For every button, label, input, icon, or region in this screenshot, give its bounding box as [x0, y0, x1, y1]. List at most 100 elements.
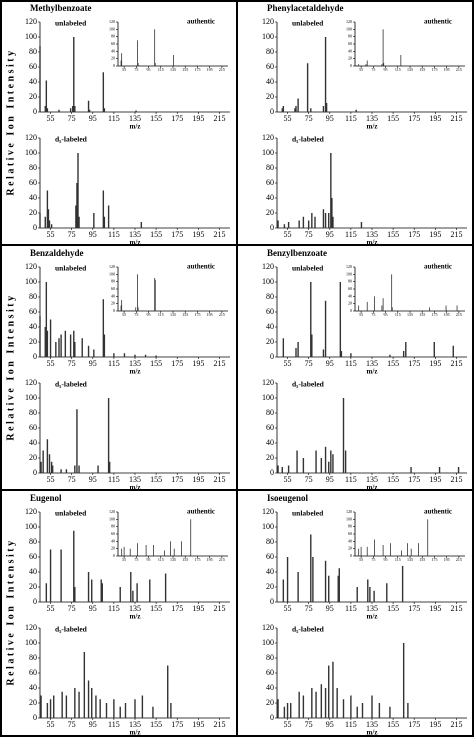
peak [315, 450, 317, 473]
x-tick-label: 55 [284, 604, 292, 613]
panel-title: Benzaldehyde [30, 248, 84, 258]
x-axis-label: m/z [130, 729, 141, 737]
y-tick-label: 60 [266, 423, 274, 432]
y-tick-label: 120 [346, 264, 352, 269]
x-tick-label: 75 [305, 604, 313, 613]
y-axis-label: Relative Ion Intensity [5, 538, 16, 685]
y-tick-label: 80 [266, 163, 274, 172]
x-tick-label: 115 [345, 475, 357, 484]
y-tick-label: 20 [29, 453, 37, 462]
peak [190, 519, 192, 556]
x-tick-label: 55 [47, 604, 55, 613]
y-tick-label: 120 [25, 133, 37, 142]
peak [371, 695, 373, 718]
x-tick-label: 155 [387, 720, 399, 729]
x-tick-label: 95 [89, 475, 97, 484]
y-tick-label: 80 [266, 408, 274, 417]
y-tick-label: 0 [33, 352, 37, 361]
x-tick-label: 175 [171, 604, 183, 613]
peak [173, 55, 175, 66]
x-tick-label: 75 [371, 67, 375, 72]
y-tick-label: 0 [33, 597, 37, 606]
y-tick-label: 100 [346, 516, 352, 521]
y-tick-label: 40 [266, 322, 274, 331]
peak [99, 699, 101, 718]
peak [123, 546, 125, 556]
peak [429, 307, 430, 311]
peak [438, 467, 441, 473]
x-axis-label: m/z [130, 613, 141, 621]
y-tick-label: 60 [348, 286, 352, 291]
spectrum-label: d₅-labeled [55, 135, 88, 144]
x-tick-label: 75 [134, 312, 138, 317]
y-tick-label: 20 [111, 301, 115, 306]
x-tick-label: 195 [207, 312, 213, 317]
peak [281, 467, 283, 473]
peak [427, 519, 429, 556]
panel-title: Isoeugenol [267, 493, 309, 503]
x-tick-label: 95 [326, 114, 334, 123]
peak [164, 550, 165, 556]
spectrum-label: d₅-labeled [292, 625, 325, 634]
peak [124, 703, 127, 718]
peak [400, 55, 402, 66]
peak [39, 315, 41, 357]
x-tick-label: 175 [431, 557, 437, 562]
peak [45, 583, 48, 602]
peak [105, 703, 108, 718]
y-tick-label: 100 [346, 26, 352, 31]
peak [378, 703, 381, 718]
peak [74, 688, 76, 718]
y-tick-label: 20 [111, 546, 115, 551]
x-tick-label: 95 [89, 604, 97, 613]
y-tick-label: 120 [346, 509, 352, 514]
x-tick-label: 75 [305, 114, 313, 123]
x-tick-label: 155 [387, 114, 399, 123]
x-tick-label: 155 [182, 312, 188, 317]
peak [407, 543, 408, 556]
y-tick-label: 80 [348, 524, 352, 529]
y-tick-label: 120 [109, 509, 115, 514]
peak [325, 103, 328, 112]
peak [87, 345, 90, 357]
x-tick-label: 95 [89, 114, 97, 123]
x-tick-label: 195 [444, 67, 450, 72]
peak [324, 446, 327, 473]
peak [137, 40, 138, 66]
peak [164, 573, 167, 602]
peak [144, 354, 147, 357]
peak [152, 706, 154, 718]
peak [283, 706, 286, 718]
x-tick-label: 155 [150, 230, 162, 239]
peak [137, 543, 138, 556]
peak [121, 300, 123, 311]
x-tick-label: 215 [456, 557, 462, 562]
x-tick-label: 75 [68, 475, 76, 484]
peak [405, 342, 407, 357]
peak [315, 691, 317, 718]
y-tick-label: 40 [111, 293, 115, 298]
peak [339, 282, 342, 357]
peak [302, 216, 305, 228]
peak [344, 450, 347, 473]
spectrum-label: authentic [187, 263, 215, 271]
x-tick-label: 135 [129, 475, 141, 484]
x-axis-label: m/z [367, 484, 378, 492]
x-tick-label: 95 [89, 359, 97, 368]
peak [119, 587, 121, 602]
peak [153, 545, 154, 556]
peak [366, 546, 368, 556]
y-tick-label: 0 [350, 63, 352, 68]
peak [103, 216, 106, 228]
x-tick-label: 135 [407, 557, 413, 562]
peak [113, 353, 115, 357]
peak [277, 465, 279, 473]
y-tick-label: 100 [25, 148, 37, 157]
peak [369, 587, 371, 602]
x-tick-label: 195 [429, 720, 441, 729]
panel-title: Methylbenzoate [30, 3, 91, 13]
x-tick-label: 75 [68, 359, 76, 368]
peak [78, 691, 80, 718]
peak [361, 703, 364, 718]
peak [287, 465, 290, 473]
